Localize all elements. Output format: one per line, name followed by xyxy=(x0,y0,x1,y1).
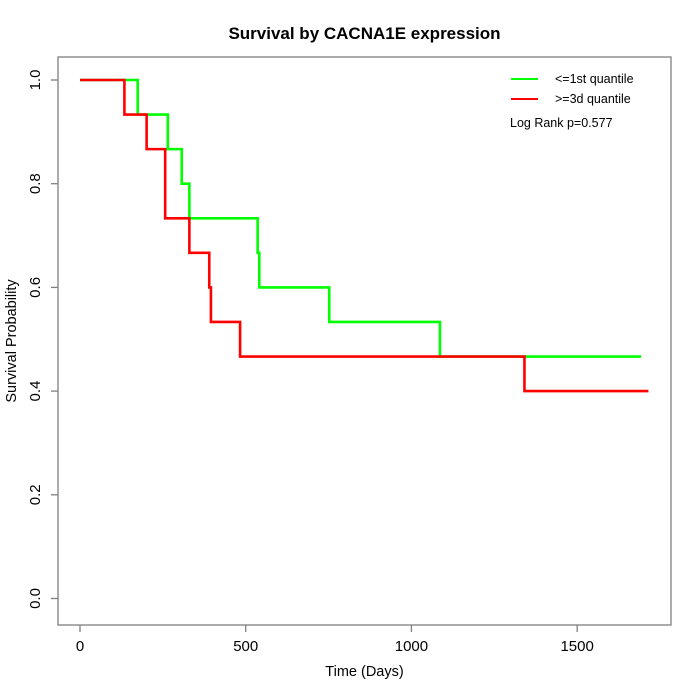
chart-title: Survival by CACNA1E expression xyxy=(228,24,501,43)
survival-curve-red xyxy=(80,78,649,393)
plot-box xyxy=(57,56,672,626)
y-tick-label: 0.6 xyxy=(27,277,44,298)
legend: <=1st quantile >=3d quantile xyxy=(511,69,634,109)
y-tick-label: 0.4 xyxy=(27,381,44,402)
y-tick-label: 0.2 xyxy=(27,484,44,505)
legend-line-red-icon xyxy=(511,97,538,101)
legend-item-low-quantile: <=1st quantile xyxy=(511,69,634,89)
x-tick-label: 1500 xyxy=(560,638,593,655)
legend-item-high-quantile: >=3d quantile xyxy=(511,89,634,109)
x-axis-label: Time (Days) xyxy=(325,664,404,680)
survival-curve-green xyxy=(80,78,642,358)
y-tick-label: 0.0 xyxy=(27,588,44,609)
legend-label-high-quantile: >=3d quantile xyxy=(555,92,631,106)
x-tick-label: 0 xyxy=(76,638,84,655)
y-tick-label: 1.0 xyxy=(27,70,44,91)
legend-line-green-icon xyxy=(511,77,538,81)
y-axis-label: Survival Probability xyxy=(4,279,20,403)
log-rank-pvalue: Log Rank p=0.577 xyxy=(510,116,613,130)
y-tick-label: 0.8 xyxy=(27,173,44,194)
x-tick-label: 1000 xyxy=(395,638,428,655)
x-tick-label: 500 xyxy=(233,638,258,655)
legend-label-low-quantile: <=1st quantile xyxy=(555,72,634,86)
